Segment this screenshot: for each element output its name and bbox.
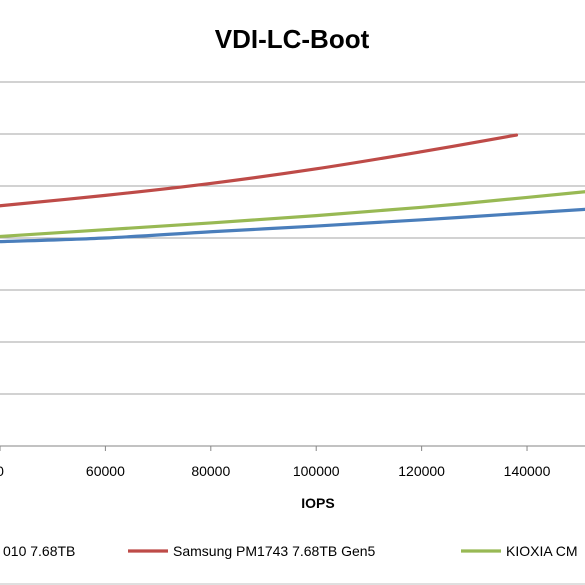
chart-title: VDI-LC-Boot bbox=[215, 24, 370, 54]
legend-label: KIOXIA CM bbox=[506, 543, 578, 559]
x-tick-label: 100000 bbox=[293, 463, 340, 479]
series-line bbox=[0, 190, 585, 239]
x-tick-label: 120000 bbox=[398, 463, 445, 479]
series-lines bbox=[0, 133, 585, 244]
x-tick-label: 60000 bbox=[86, 463, 125, 479]
x-tick-label: 0 bbox=[0, 463, 4, 479]
x-tick-label: 80000 bbox=[191, 463, 230, 479]
series-line bbox=[0, 133, 519, 208]
x-tick-label: 140000 bbox=[504, 463, 551, 479]
legend-label: Samsung PM1743 7.68TB Gen5 bbox=[173, 543, 376, 559]
series-line bbox=[0, 207, 585, 244]
x-tick-labels: 0 60000 80000 100000 120000 140000 bbox=[0, 446, 551, 479]
legend: 010 7.68TB Samsung PM1743 7.68TB Gen5 KIOX… bbox=[3, 543, 578, 559]
x-axis-title: IOPS bbox=[301, 495, 334, 511]
legend-label: 010 7.68TB bbox=[3, 543, 75, 559]
